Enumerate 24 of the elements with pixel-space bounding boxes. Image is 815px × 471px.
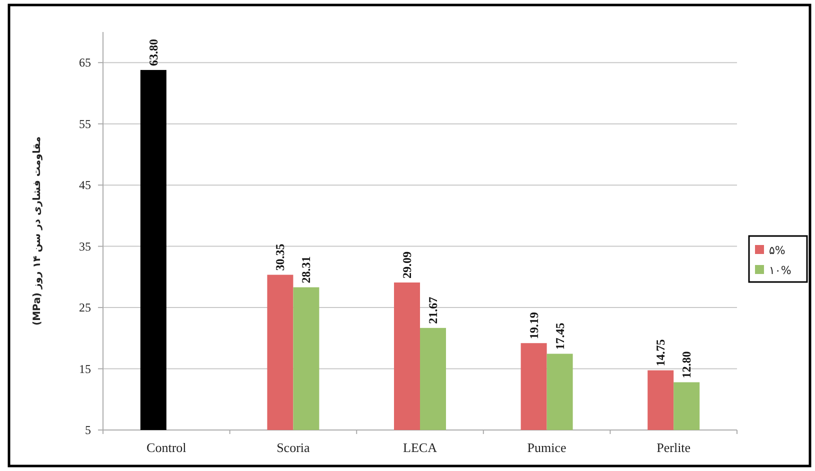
y-tick-label: 65 <box>79 56 91 70</box>
data-label: 30.35 <box>273 244 288 271</box>
data-label: 12.80 <box>680 351 694 378</box>
x-tick-label: Control <box>146 440 187 455</box>
y-tick-label: 45 <box>79 178 91 192</box>
x-tick-label: Perlite <box>656 440 691 455</box>
y-tick-label: 35 <box>79 239 91 254</box>
x-tick-label: Scoria <box>276 440 310 455</box>
data-label: 63.80 <box>146 38 160 66</box>
y-tick-label: 5 <box>85 423 91 437</box>
y-tick-label: 15 <box>79 362 91 376</box>
data-label: 14.75 <box>654 339 668 366</box>
data-label: 19.19 <box>526 312 541 340</box>
data-label: 29.09 <box>400 251 414 278</box>
data-label: 21.67 <box>426 296 440 324</box>
y-tick-label: 25 <box>79 300 91 315</box>
data-label: 28.31 <box>299 256 314 284</box>
data-label: 17.45 <box>552 322 567 350</box>
y-tick-label: 55 <box>79 116 91 131</box>
y-axis-title: مقاومت فشاری در سن ۱۴ روز (MPa) <box>32 136 43 326</box>
x-tick-label: Pumice <box>527 440 567 455</box>
legend-label: ۱۰% <box>769 264 792 277</box>
x-tick-label: LECA <box>403 440 438 455</box>
legend-label: ۵% <box>769 244 786 257</box>
